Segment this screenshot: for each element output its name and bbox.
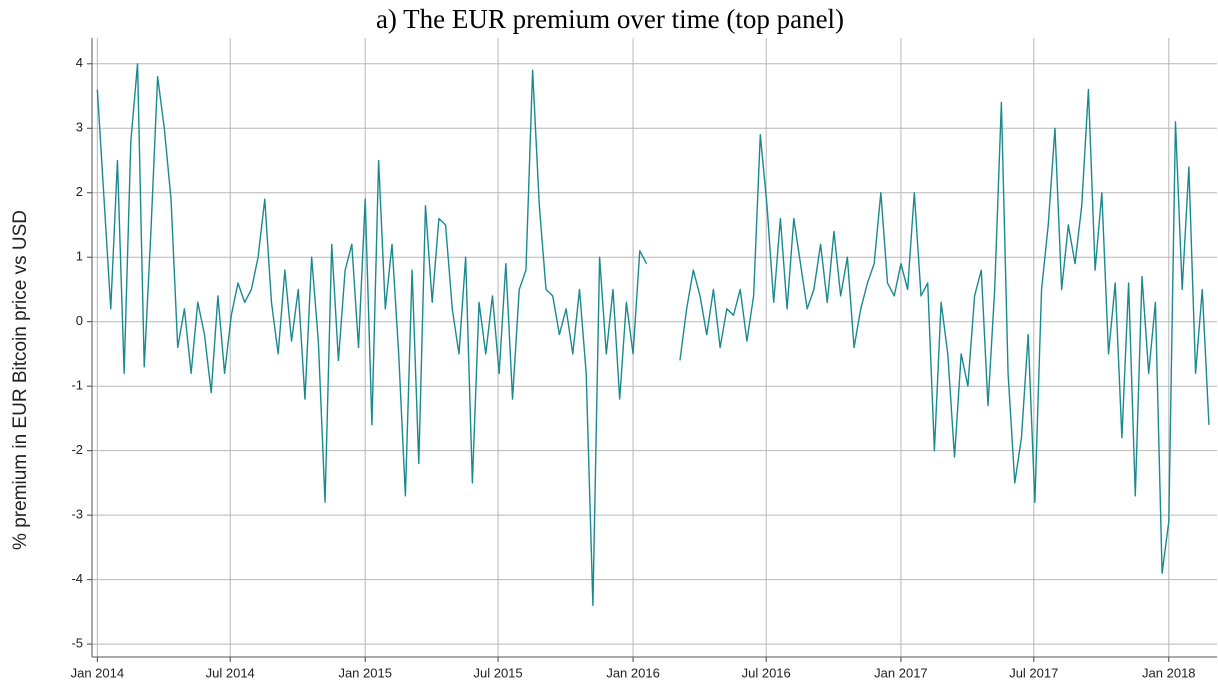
y-tick-label: -3	[71, 507, 83, 522]
x-tick-label: Jan 2016	[606, 665, 660, 680]
y-tick-label: 0	[76, 313, 83, 328]
y-tick-label: 2	[76, 184, 83, 199]
y-tick-label: 4	[76, 55, 83, 70]
y-tick-label: -4	[71, 571, 83, 586]
x-tick-label: Jul 2016	[742, 665, 791, 680]
x-tick-label: Jul 2015	[473, 665, 522, 680]
x-tick-label: Jan 2018	[1142, 665, 1196, 680]
x-tick-label: Jan 2014	[71, 665, 125, 680]
y-tick-label: -2	[71, 442, 83, 457]
x-tick-label: Jul 2014	[206, 665, 255, 680]
y-tick-label: -5	[71, 636, 83, 651]
y-tick-label: 1	[76, 249, 83, 264]
chart-title: a) The EUR premium over time (top panel)	[376, 4, 844, 34]
y-axis-label: % premium in EUR Bitcoin price vs USD	[10, 210, 31, 550]
x-tick-label: Jan 2015	[338, 665, 392, 680]
data-line	[96, 63, 1210, 607]
y-tick-label: -1	[71, 378, 83, 393]
x-tick-label: Jan 2017	[874, 665, 928, 680]
x-tick-label: Jul 2017	[1009, 665, 1058, 680]
y-tick-label: 3	[76, 120, 83, 135]
